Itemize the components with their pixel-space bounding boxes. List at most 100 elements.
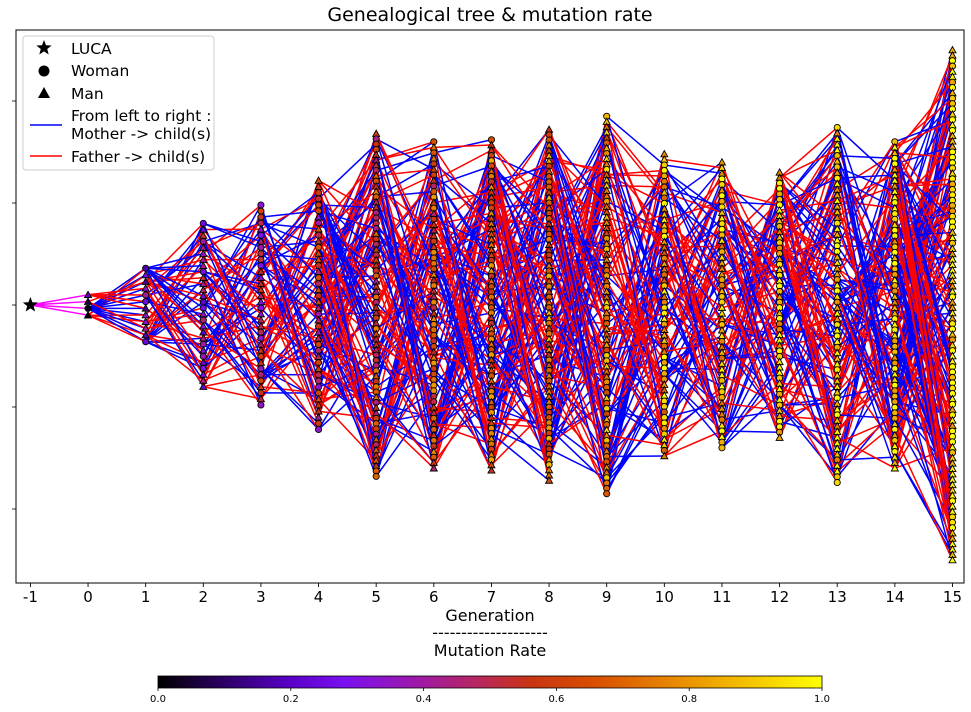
mother-child-line [145, 234, 204, 303]
mother-child-line [202, 307, 262, 382]
father-child-line [548, 129, 608, 287]
father-child-line [490, 150, 550, 397]
father-child-line [836, 417, 896, 444]
father-child-line [375, 265, 435, 452]
father-child-line [490, 144, 550, 450]
woman-marker [315, 274, 323, 282]
father-child-line [894, 434, 954, 561]
mother-child-line [606, 169, 666, 303]
father-child-line [836, 211, 896, 287]
father-child-line [318, 368, 377, 414]
father-child-line [87, 300, 146, 330]
mother-child-line [548, 134, 608, 308]
mother-child-line [317, 192, 377, 340]
x-axis: -1 0 1 2 3 4 5 6 7 8 9 10 11 12 13 14 15 [23, 583, 962, 606]
mother-child-line [260, 264, 319, 303]
father-child-line [375, 344, 435, 458]
woman-marker [257, 201, 265, 209]
father-child-line [490, 218, 550, 481]
mother-child-line [433, 207, 493, 366]
father-child-line [87, 294, 146, 310]
mother-child-line [433, 141, 493, 397]
father-child-line [260, 343, 320, 430]
man-marker [141, 330, 150, 339]
colorbar-tick-label: 1.0 [814, 694, 830, 705]
woman-marker [257, 256, 265, 264]
mother-child-line [606, 200, 665, 232]
father-child-line [202, 235, 262, 351]
man-marker [660, 451, 669, 460]
father-child-line [433, 351, 493, 471]
mother-child-line [779, 138, 838, 206]
mother-child-line [260, 325, 320, 376]
x-tick-label: 5 [371, 588, 381, 606]
man-marker [83, 310, 93, 319]
father-child-line [317, 259, 377, 430]
colorbar: 0.0 0.2 0.4 0.6 0.8 1.0 [150, 675, 830, 705]
mother-child-line [663, 356, 723, 421]
father-child-line [375, 396, 435, 464]
mother-child-line [490, 160, 550, 246]
mother-child-line [317, 196, 377, 267]
father-child-line [87, 314, 146, 343]
mother-child-line [433, 263, 493, 455]
father-child-line [894, 152, 954, 394]
mother-child-line [145, 277, 204, 343]
mother-child-line [203, 271, 262, 285]
mother-child-line [606, 386, 665, 446]
mother-child-line [548, 370, 608, 457]
mother-child-line [202, 204, 262, 309]
father-child-line [433, 223, 493, 298]
father-child-line [663, 252, 723, 449]
woman-marker [257, 213, 265, 221]
father-child-line [894, 146, 954, 223]
father-child-line [721, 382, 781, 438]
mother-child-line [87, 307, 146, 330]
x-tick-label: 11 [712, 588, 731, 606]
x-tick-label: 9 [602, 588, 612, 606]
mother-child-line [721, 184, 781, 287]
mother-child-line [605, 286, 666, 451]
mother-child-line [663, 373, 723, 443]
mother-child-line [606, 339, 665, 351]
woman-marker [315, 425, 323, 433]
mother-child-line [145, 267, 204, 273]
legend-label-father: Father -> child(s) [71, 148, 205, 166]
mother-child-line [375, 340, 435, 472]
father-child-line [375, 154, 435, 375]
mother-child-line [663, 169, 723, 214]
mother-child-line [836, 126, 896, 182]
mother-child-line [721, 178, 781, 427]
mother-child-line [606, 455, 665, 458]
father-child-line [202, 295, 262, 333]
father-child-line [433, 144, 492, 149]
mother-child-line [491, 427, 550, 455]
mother-child-line [202, 271, 262, 406]
mother-child-line [87, 307, 147, 343]
mother-child-line [663, 285, 723, 437]
mother-child-line [663, 175, 723, 448]
woman-marker [315, 189, 323, 197]
father-child-line [894, 379, 954, 534]
x-axis-label: Generation [445, 606, 534, 625]
father-child-line [548, 149, 608, 208]
x-tick-label: 3 [256, 588, 266, 606]
luca-link-line [30, 294, 89, 306]
man-marker [890, 463, 900, 472]
mother-child-line [606, 400, 665, 458]
luca-link-line [30, 304, 89, 310]
father-child-line [778, 215, 838, 466]
father-child-line [779, 149, 838, 179]
colorbar-tick-label: 0.2 [283, 694, 299, 705]
mother-child-line [606, 349, 665, 435]
mother-child-line [721, 184, 781, 379]
luca-link-line [30, 304, 89, 316]
father-child-line [318, 179, 377, 214]
legend-star-marker [36, 40, 52, 55]
mother-child-line [87, 307, 146, 336]
father-child-line [490, 218, 550, 455]
woman-marker [315, 419, 323, 427]
father-child-line [606, 434, 665, 446]
father-child-line [433, 423, 492, 445]
father-child-line [203, 355, 262, 382]
